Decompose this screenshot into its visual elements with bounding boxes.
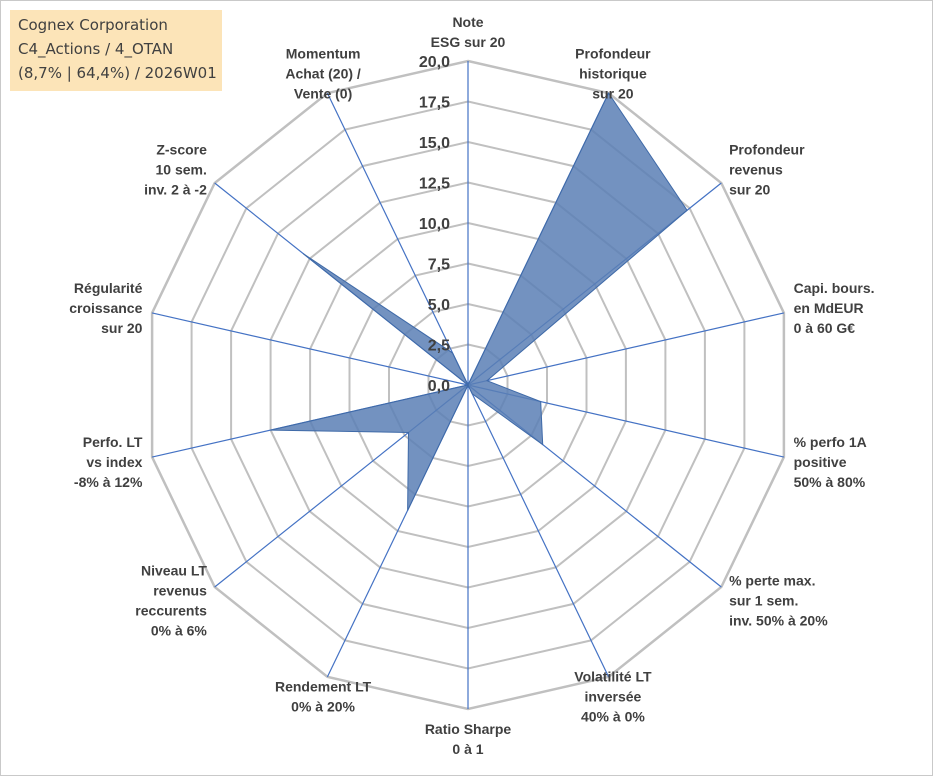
axis-label: revenus [729,161,783,177]
axis-label: reccurents [135,603,207,619]
radial-tick-label: 17,5 [419,95,450,112]
series-area [270,92,688,511]
axis-label: 10 sem. [156,161,207,177]
axis-label: inv. 50% à 20% [729,613,828,629]
axis-label: sur 20 [729,181,770,197]
axis-label: 0% à 6% [151,623,208,639]
radial-tick-label: 15,0 [419,135,450,152]
axis-label: Ratio Sharpe [425,721,512,737]
axis-label: Profondeur [729,141,805,157]
radial-tick-label: 10,0 [419,216,450,233]
axis-label: ESG sur 20 [431,34,506,50]
axis-label: Volatilité LT [574,669,652,685]
axis-label: vs index [86,454,142,470]
axis-label: Régularité [74,280,143,296]
info-company-name: Cognex Corporation [18,16,168,34]
info-stats: (8,7% | 64,4%) / 2026W01 [18,64,217,82]
info-portfolio: C4_Actions / 4_OTAN [18,40,174,58]
axis-spoke [151,312,469,386]
axis-label: % perte max. [729,573,815,589]
axis-label: Perfo. LT [83,434,143,450]
radial-tick-label: 7,5 [428,257,450,274]
axis-spoke [467,312,785,386]
axis-label: 0 à 60 G€ [794,320,856,336]
axis-label: revenus [153,583,207,599]
axis-label: 50% à 80% [794,474,866,490]
axis-label: Profondeur [575,45,651,61]
axis-label: historique [579,65,647,81]
radar-series [270,92,688,511]
axis-label: inv. 2 à -2 [144,181,207,197]
axis-label: 0 à 1 [452,741,483,757]
radial-tick-label: 12,5 [419,176,450,193]
axis-label: Vente (0) [294,85,352,101]
axis-label: Niveau LT [141,563,207,579]
axis-label: Momentum [286,45,361,61]
radial-tick-label: 5,0 [428,297,450,314]
axis-label: Note [452,14,483,30]
axis-label: croissance [69,300,142,316]
radial-tick-labels: 0,0 2,5 5,0 7,5 10,0 12,5 15,0 17,5 20,0 [419,54,450,395]
axis-label: inversée [584,689,641,705]
axis-label: Achat (20) / [285,65,361,81]
radial-tick-label: 0,0 [428,378,450,395]
axis-label: % perfo 1A [794,434,867,450]
axis-label: sur 20 [592,85,633,101]
axis-label: Capi. bours. [794,280,875,296]
axis-label: 40% à 0% [581,709,645,725]
axis-label: positive [794,454,847,470]
axis-label: sur 1 sem. [729,593,798,609]
axis-label: sur 20 [101,320,142,336]
info-box: Cognex Corporation C4_Actions / 4_OTAN (… [10,10,222,91]
axis-label: en MdEUR [794,300,864,316]
radial-tick-label: 20,0 [419,54,450,71]
axis-label: 0% à 20% [291,699,355,715]
axis-spoke [467,384,610,678]
axis-label: Rendement LT [275,679,372,695]
radial-tick-label: 2,5 [428,338,450,355]
axis-labels: Note ESG sur 20 Profondeur historique sur 20… [69,14,874,757]
axis-label: -8% à 12% [74,474,143,490]
axis-spoke [326,92,469,386]
axis-label: Z-score [156,141,207,157]
